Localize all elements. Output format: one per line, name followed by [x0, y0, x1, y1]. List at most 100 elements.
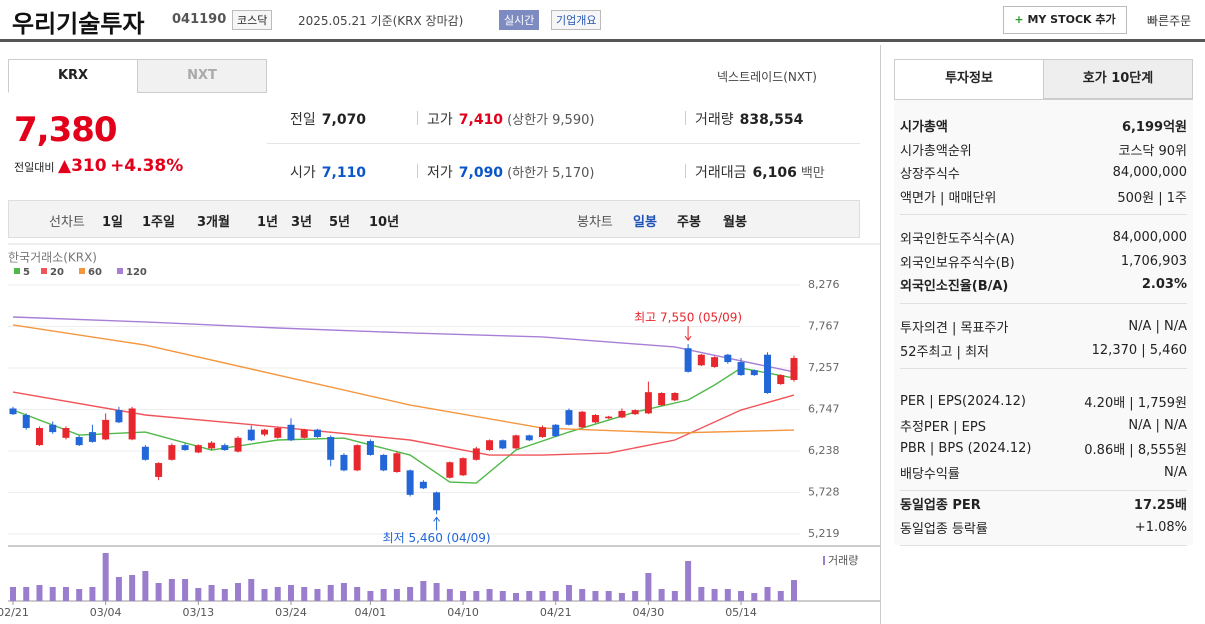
period-item[interactable]: 월봉: [723, 215, 747, 230]
info-row: 배당수익률 N/A: [900, 461, 1187, 485]
volume-bar: [751, 593, 758, 601]
market-tab[interactable]: KRX: [8, 59, 138, 93]
plus-icon: +: [1014, 13, 1024, 26]
candle-body: [221, 445, 229, 451]
stat: 전일 7,070: [290, 109, 366, 129]
moving-average-line: [12, 324, 795, 434]
source-label: 한국거래소(KRX): [8, 251, 97, 265]
volume-bar: [142, 571, 149, 601]
candle-body: [406, 470, 414, 495]
volume-bar: [645, 573, 652, 601]
x-tick-label: 04/21: [540, 606, 572, 619]
volume-bar: [486, 589, 493, 601]
volume-bar: [76, 589, 83, 601]
high-annotation: 최고 7,550 (05/09): [634, 311, 742, 325]
info-value: 6,199억원: [1121, 120, 1187, 136]
period-item[interactable]: 1년: [257, 215, 279, 230]
info-value: 4.20배 | 1,759원: [1084, 396, 1187, 412]
candle-body: [459, 458, 467, 476]
x-tick-label: 02/21: [0, 606, 29, 619]
info-label: 시가총액: [900, 120, 948, 136]
realtime-button[interactable]: 실시간: [499, 10, 540, 30]
candle-body: [88, 432, 96, 442]
period-item[interactable]: 주봉: [677, 215, 701, 230]
quick-order[interactable]: 빠른주문: [1147, 14, 1192, 28]
x-tick-label: 03/13: [182, 606, 214, 619]
candle-body: [419, 481, 427, 489]
candle-body: [141, 446, 149, 460]
candle-body: [261, 429, 269, 435]
info-group: PER | EPS(2024.12) 4.20배 | 1,759원 추정PER | …: [900, 390, 1187, 491]
candle-body: [777, 375, 785, 385]
low-annotation: 최저 5,460 (04/09): [383, 531, 491, 545]
stat: 저가 7,090 (하한가 5,170): [427, 162, 594, 182]
info-value: 84,000,000: [1112, 165, 1187, 181]
x-tick-label: 04/30: [633, 606, 665, 619]
candle-body: [234, 437, 242, 452]
candle-body: [737, 362, 745, 376]
info-value: 2.03%: [1141, 277, 1187, 293]
legend-label: 5: [23, 267, 30, 278]
info-value: 12,370 | 5,460: [1091, 342, 1187, 358]
moving-average-line: [12, 316, 795, 373]
candle-body: [724, 354, 732, 363]
stat-label: 저가: [427, 165, 453, 181]
candle-body: [62, 428, 70, 438]
stat: 고가 7,410 (상한가 9,590): [427, 109, 594, 129]
info-row: PBR | BPS (2024.12) 0.86배 | 8,555원: [900, 437, 1187, 461]
candle-body: [208, 442, 216, 449]
separator: [417, 111, 418, 125]
y-tick-label: 7,767: [808, 319, 840, 332]
period-item[interactable]: 1주일: [142, 215, 175, 230]
candle-body: [512, 435, 520, 449]
mystock-button[interactable]: + MY STOCK 추가: [1003, 6, 1127, 34]
info-row: 추정PER | EPS N/A | N/A: [900, 414, 1187, 438]
candle-body: [393, 453, 401, 473]
candle-body: [340, 454, 348, 471]
legend-label: 60: [88, 267, 102, 278]
info-tab[interactable]: 호가 10단계: [1043, 59, 1193, 99]
legend-label: 120: [126, 267, 147, 278]
volume-bar: [354, 587, 361, 601]
volume-bar: [460, 591, 467, 601]
info-row: 외국인보유주식수(B) 1,706,903: [900, 250, 1187, 274]
stat: 거래량 838,554: [695, 109, 803, 129]
info-group: 투자의견 | 목표주가 N/A | N/A 52주최고 | 최저 12,370 | 5…: [900, 315, 1187, 369]
candle-body: [618, 410, 626, 418]
period-item[interactable]: 3년: [291, 215, 313, 230]
period-item[interactable]: 3개월: [197, 215, 230, 230]
market-tab[interactable]: NXT: [137, 59, 267, 93]
info-tab[interactable]: 투자정보: [894, 59, 1044, 99]
info-row: 52주최고 | 최저 12,370 | 5,460: [900, 339, 1187, 363]
stat-extra: (상한가 9,590): [507, 113, 595, 128]
legend-swatch: [14, 268, 20, 274]
company-info-button[interactable]: 기업개요: [551, 10, 602, 30]
candle-body: [287, 424, 295, 441]
volume-bar: [89, 587, 96, 601]
change-value: 310: [71, 156, 107, 176]
candle-body: [300, 429, 308, 438]
period-item[interactable]: 1일: [102, 215, 124, 230]
info-row: 시가총액순위 코스닥 90위: [900, 138, 1187, 162]
stat-value: 7,070: [321, 112, 367, 128]
info-value: N/A | N/A: [1128, 319, 1187, 335]
x-tick-label: 04/10: [447, 606, 479, 619]
period-item[interactable]: 일봉: [633, 215, 657, 230]
info-label: 배당수익률: [900, 466, 960, 482]
stat-label: 고가: [427, 112, 453, 128]
volume-bar: [539, 591, 546, 601]
candle-body: [22, 414, 30, 429]
info-row: 상장주식수 84,000,000: [900, 161, 1187, 185]
candle-body: [472, 448, 480, 460]
period-item[interactable]: 5년: [329, 215, 351, 230]
candle-body: [9, 408, 17, 415]
info-label: 동일업종 PER: [900, 498, 981, 514]
candle-chart-label: 봉차트: [577, 215, 613, 230]
stat: 거래대금 6,106 백만: [695, 162, 825, 182]
change-rate: +4.38%: [110, 156, 184, 176]
nxt-link[interactable]: 넥스트레이드(NXT): [717, 70, 817, 84]
period-item[interactable]: 10년: [369, 215, 400, 230]
candle-body: [366, 441, 374, 455]
volume-bar: [367, 591, 374, 601]
volume-bar: [407, 587, 414, 601]
